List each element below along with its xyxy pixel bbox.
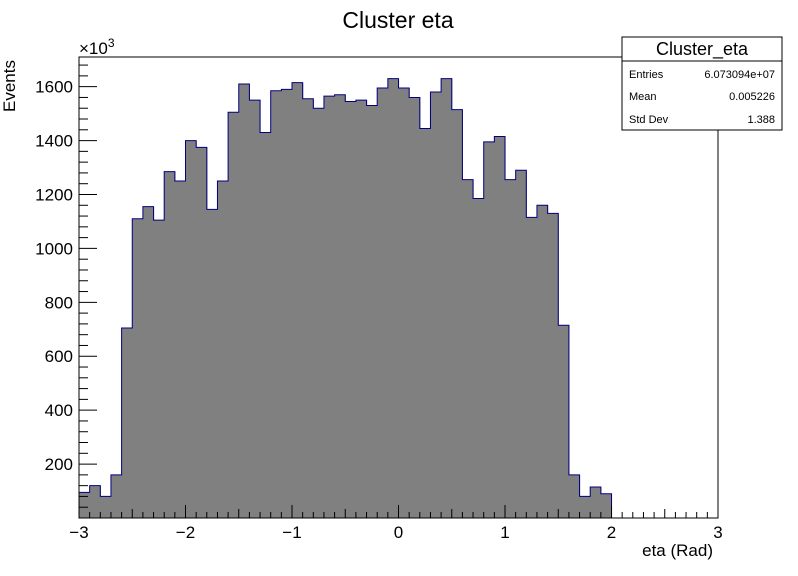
stats-entries-value: 6.073094e+07 [704,69,775,81]
histogram-bin [313,108,325,518]
y-tick-label: 600 [45,347,73,366]
histogram-bin [249,100,261,518]
histogram-bin [142,206,155,518]
histogram-bin [323,96,336,519]
histogram-bin [121,327,133,518]
histogram-bin [196,147,208,518]
histogram-bin [206,209,219,518]
histogram-bars [79,78,613,519]
x-tick-label: 2 [607,523,616,542]
histogram-bin [558,325,570,518]
histogram-bin [590,486,602,518]
histogram-bin [345,101,357,518]
histogram-bin [568,474,581,518]
x-tick-label: −3 [69,523,88,542]
x-tick-label: −1 [282,523,301,542]
histogram-bin [270,90,282,519]
y-tick-label: 1200 [35,185,73,204]
histogram-bin [409,97,421,518]
stats-stddev-label: Std Dev [629,114,669,126]
histogram-bin [89,485,101,518]
histogram-bin [579,496,591,518]
y-tick-label: 1400 [35,132,73,151]
y-tick-label: 800 [45,293,73,312]
histogram-bin [292,82,304,518]
y-tick-label: 200 [45,455,73,474]
y-tick-label: 400 [45,401,73,420]
histogram-bin [441,78,453,518]
histogram-bin [228,112,240,518]
stats-entries-label: Entries [629,69,664,81]
histogram-bin [366,105,378,519]
histogram-bin [398,88,410,518]
y-tick-label: 1000 [35,239,73,258]
histogram-bin [132,218,144,518]
histogram-bin [451,109,463,518]
histogram-bin [419,128,432,518]
histogram-bin [174,181,187,518]
stats-box-frame [621,36,783,131]
x-tick-label: 1 [500,523,509,542]
x-tick-label: 0 [394,523,403,542]
histogram-outline [79,78,612,518]
histogram-bin [547,213,559,518]
x-axis-ticks: −3 −2 −1 0 1 2 3 [69,505,723,542]
chart-title: Cluster eta [342,7,453,33]
y-axis-multiplier-base: ×10 [79,39,108,58]
stats-box: Cluster_eta Entries 6.073094e+07 Mean 0.… [621,36,783,131]
histogram-bin [185,140,197,518]
stats-mean-label: Mean [629,91,657,103]
histogram-bin [238,83,250,519]
y-axis-multiplier-exponent: 3 [108,36,115,50]
histogram-bin [153,220,165,518]
histogram-bin [110,474,123,518]
histogram-bin [600,493,613,518]
histogram-bin [462,179,474,518]
histogram-bin [79,492,91,518]
histogram-bin [536,205,549,519]
histogram-bin [334,94,346,519]
histogram-bin [505,179,517,518]
y-tick-label: 1600 [35,78,73,97]
stats-box-title: Cluster_eta [656,39,749,60]
stats-stddev-value: 1.388 [747,114,775,126]
histogram-bin [355,100,368,518]
histogram-bin [430,92,442,518]
histogram-bin [260,132,272,518]
histogram-bin [483,141,495,518]
x-tick-label: 3 [713,523,722,542]
histogram-bin [494,136,506,518]
histogram-bin [217,181,229,518]
histogram-bin [526,217,538,518]
histogram-bin [302,98,314,518]
histogram-bin [387,78,400,518]
y-axis-multiplier: ×103 [79,36,115,58]
y-axis-ticks: 200 400 600 800 1000 1200 1400 1600 [35,64,97,519]
x-axis-label: eta (Rad) [642,541,713,560]
histogram-bin [281,89,293,518]
stats-mean-value: 0.005226 [729,91,775,103]
histogram-bin [515,170,527,518]
y-axis-label: Events [0,60,19,112]
histogram-bin [377,88,389,518]
x-tick-label: −2 [176,523,195,542]
histogram-bin [100,496,112,518]
histogram-bin [473,198,485,518]
histogram-bin [164,171,176,518]
